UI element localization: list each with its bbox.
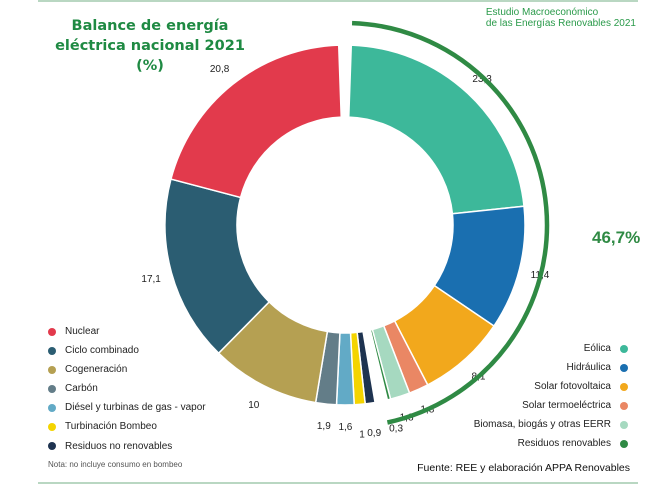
legend-swatch: [48, 423, 56, 432]
legend-label: Biomasa, biogás y otras EERR: [473, 419, 611, 431]
legend-item-diesel-y-turbinas-de-gas-vapor: Diésel y turbinas de gas - vapor: [48, 398, 206, 417]
legend-label: Carbón: [65, 383, 98, 395]
value-label-cogeneracion: 10: [248, 400, 260, 411]
value-label-carbon: 1,9: [317, 421, 331, 432]
footnote: Nota: no incluye consumo en bombeo: [48, 460, 183, 469]
legend-item-solar-fotovoltaica: Solar fotovoltaica: [474, 377, 628, 396]
legend-label: Eólica: [583, 343, 611, 354]
slice-nuclear: [170, 44, 343, 199]
chart-title-line-1: Balance de energía: [71, 18, 229, 34]
legend-swatch: [620, 420, 628, 429]
top-divider: [38, 0, 638, 2]
legend-label: Diésel y turbinas de gas - vapor: [65, 402, 206, 414]
legend-label: Ciclo combinado: [65, 345, 139, 357]
legend-item-solar-termoelectrica: Solar termoeléctrica: [474, 396, 628, 415]
legend-swatch: [48, 365, 56, 374]
bottom-divider: [38, 482, 638, 484]
value-label-residuos-renovables: 0,3: [389, 424, 403, 435]
legend-label: Residuos no renovables: [65, 440, 173, 452]
renewable-share-arc: [351, 20, 550, 425]
legend-label: Turbinación Bombeo: [65, 421, 157, 433]
legend-label: Nuclear: [65, 326, 100, 337]
legend-label: Solar termoeléctrica: [522, 400, 611, 412]
legend-item-residuos-no-renovables: Residuos no renovables: [48, 437, 206, 456]
legend-label: Hidráulica: [566, 362, 611, 374]
legend-swatch: [620, 382, 628, 391]
study-caption-line-2: de las Energías Renovables 2021: [485, 18, 636, 29]
legend-swatch: [620, 344, 628, 353]
study-caption-line-1: Estudio Macroeconómico: [485, 7, 599, 18]
legend-item-carbon: Carbón: [48, 379, 206, 398]
legend-swatch: [48, 327, 56, 336]
chart-title: Balance de energía eléctrica nacional 20…: [40, 16, 260, 76]
legend-swatch: [48, 403, 56, 412]
legend-label: Cogeneración: [65, 364, 128, 376]
legend-item-ciclo-combinado: Ciclo combinado: [48, 341, 206, 360]
legend-non-renewable: Nuclear Ciclo combinado Cogeneración Carbón…: [48, 322, 206, 456]
chart-title-line-2: eléctrica nacional 2021 (%): [55, 38, 245, 74]
value-label-nuclear: 20,8: [210, 64, 230, 75]
legend-item-residuos-renovables: Residuos renovables: [474, 434, 628, 453]
legend-item-biomasa-biogas-y-otras-eerr: Biomasa, biogás y otras EERR: [474, 415, 628, 434]
legend-item-nuclear: Nuclear: [48, 322, 206, 341]
legend-renewable: Eólica Hidráulica Solar fotovoltaica Solar …: [474, 339, 628, 454]
source-caption: Fuente: REE y elaboración APPA Renovable…: [417, 462, 630, 474]
value-label-ciclo-combinado: 17,1: [141, 274, 161, 285]
slice-residuos-renovables: [369, 328, 392, 401]
legend-label: Residuos renovables: [517, 438, 611, 450]
legend-swatch: [620, 440, 628, 449]
legend-swatch: [48, 442, 56, 451]
legend-swatch: [620, 363, 628, 372]
value-label-turbinacion-bombeo: 1: [359, 429, 365, 440]
legend-swatch: [48, 346, 56, 355]
legend-item-turbinacion-bombeo: Turbinación Bombeo: [48, 417, 206, 436]
legend-item-cogeneracion: Cogeneración: [48, 360, 206, 379]
legend-swatch: [48, 384, 56, 393]
slice-eolica: [347, 44, 525, 215]
legend-item-eolica: Eólica: [474, 339, 628, 358]
legend-label: Solar fotovoltaica: [534, 381, 611, 393]
donut-slices: [164, 44, 526, 406]
legend-item-hidraulica: Hidráulica: [474, 358, 628, 377]
study-caption: Estudio Macroeconómico de las Energías R…: [486, 7, 636, 29]
renewable-share-label: 46,7%: [592, 228, 640, 247]
legend-swatch: [620, 401, 628, 410]
value-label-residuos-no-renovables: 0,9: [367, 428, 381, 439]
value-label-diesel-y-turbinas-de-gas-vapor: 1,6: [338, 422, 352, 433]
